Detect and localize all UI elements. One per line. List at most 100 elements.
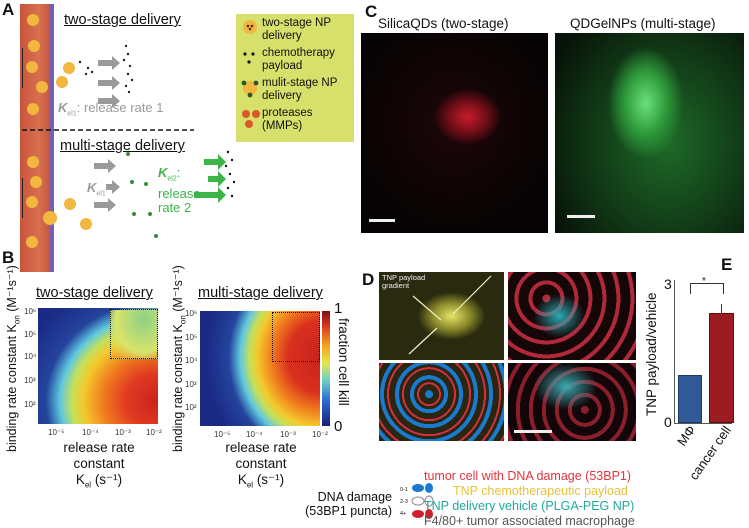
- xtick: 10⁻⁵: [48, 428, 65, 437]
- legend-multi-stage-label-2: delivery: [262, 90, 302, 102]
- dna-damage-line2: (53BP1 puncta): [305, 504, 392, 518]
- ytick: 10²: [24, 400, 36, 409]
- kel2-release-text: release: [158, 185, 201, 201]
- micrograph-left-title: SilicaQDs (two-stage): [378, 16, 509, 31]
- heatmap-right-ylabel: binding rate constant Kon (M⁻¹s⁻¹): [170, 265, 188, 452]
- heatmap-left-xlabel: release rate constant Kel (s⁻¹): [40, 440, 158, 494]
- puncta-level: 0-1: [400, 487, 408, 493]
- scale-bar: [369, 219, 395, 222]
- panel-label-a: A: [2, 0, 15, 19]
- legend-icons: [241, 20, 260, 128]
- panel-label-b: B: [2, 248, 15, 267]
- legend-two-stage-label: two-stage NP: [262, 17, 332, 29]
- protease-icon: [242, 110, 260, 128]
- kel1-short-symbol: K: [87, 180, 97, 195]
- error-bar: [721, 304, 722, 314]
- xlabel-unit: (s⁻¹): [253, 472, 285, 487]
- legend-two-stage-label-2: delivery: [262, 30, 302, 42]
- two-stage-title: two-stage delivery: [64, 12, 181, 28]
- xtick: 10⁻⁴: [246, 430, 263, 439]
- bar-cancer-cell: [709, 313, 734, 423]
- kel1-sub: el1: [67, 110, 77, 118]
- highlight-box: [110, 309, 158, 359]
- legend-chemo-label: chemotherapy: [262, 47, 335, 59]
- ytick: 10⁵: [24, 330, 37, 339]
- xtick: 10⁻³: [280, 430, 296, 439]
- xtick: 10⁻³: [115, 428, 131, 437]
- significance-bracket: [690, 283, 724, 294]
- gradient-arrows-icon: [408, 275, 492, 355]
- puncta-nuclei-icon: [411, 483, 434, 519]
- xlabel-sub: el: [84, 480, 92, 490]
- xlabel-line1: release rate constant: [63, 440, 135, 471]
- bar-chart-axis: [674, 280, 675, 423]
- ylabel-sub: on: [12, 315, 22, 325]
- colorbar-label: fraction cell kill: [336, 318, 351, 406]
- heatmap-left-title: two-stage delivery: [36, 285, 153, 301]
- kel1-short-sub: el1: [96, 190, 106, 198]
- legend-macrophage: F4/80+ tumor associated macrophage: [424, 514, 635, 528]
- xtick: 10⁻²: [146, 428, 162, 437]
- legend-tnp-vehicle: TNP delivery vehicle (PLGA-PEG NP): [424, 499, 635, 513]
- panel-a-legend: two-stage NP delivery chemotherapy payload…: [236, 14, 354, 142]
- ytick: 10⁵: [185, 333, 198, 342]
- legend-multi-stage-label: mulit-stage NP: [262, 77, 338, 89]
- ytick: 10⁶: [24, 307, 37, 316]
- xlabel-unit: (s⁻¹): [91, 472, 123, 487]
- kel2-colon: :: [176, 165, 181, 180]
- micrograph-right-title: QDGelNPs (multi-stage): [570, 16, 716, 31]
- legend-protease-label-2: (MMPs): [262, 120, 303, 132]
- xlabel-sub: el: [246, 480, 254, 490]
- heatmap-two-stage: [38, 308, 158, 424]
- kel1-release-text: : release rate 1: [76, 100, 164, 115]
- dna-damage-line1: DNA damage: [317, 490, 392, 504]
- kel2-sub: el2: [167, 175, 177, 183]
- legend-tnp-payload: TNP chemotherapeutic payload: [453, 484, 628, 498]
- gradient-label: TNP payload gradient: [382, 274, 425, 290]
- ytick: 10⁴: [24, 352, 37, 361]
- gradient-label-line2: gradient: [382, 281, 410, 290]
- legend-tumor-cell: tumor cell with DNA damage (53BP1): [424, 469, 632, 483]
- bar-chart-ylabel: TNP payload/vehicle: [644, 292, 659, 416]
- micrograph-silicaqds: [361, 33, 548, 233]
- significance-star: *: [702, 276, 706, 287]
- scale-bar: [514, 430, 552, 433]
- chemo-payload-icon: [243, 52, 255, 64]
- puncta-level: 4+: [400, 511, 407, 517]
- xtick: 10⁻²: [312, 430, 328, 439]
- colorbar: [322, 311, 330, 426]
- ylabel-unit: (M⁻¹s⁻¹): [5, 265, 19, 316]
- legend-protease-label: proteases: [262, 107, 313, 119]
- dna-damage-label: DNA damage (53BP1 puncta): [292, 490, 392, 518]
- scale-bar: [567, 215, 595, 218]
- highlight-box: [272, 312, 320, 362]
- panel-label-d: D: [362, 270, 375, 289]
- legend-chemo-label-2: payload: [262, 60, 303, 72]
- delivery-schematic: [22, 14, 235, 248]
- flow-arrow-icon: [22, 48, 23, 88]
- ytick: 10²: [185, 403, 197, 412]
- ytick: 10⁶: [185, 309, 198, 318]
- ylabel-sub: on: [178, 315, 188, 325]
- heatmap-multi-stage: [200, 311, 320, 426]
- kel1-release-label: Kel1: release rate 1: [58, 100, 163, 118]
- ytick: 10³: [185, 380, 197, 389]
- colorbar-min: 0: [334, 418, 343, 435]
- micrograph-payload-gradient: TNP payload gradient: [379, 272, 504, 360]
- panel-label-e: E: [721, 255, 733, 274]
- kel2-release-label: Kel2: release rate 2: [158, 166, 201, 215]
- micrograph-dna-damage-vehicle: [508, 272, 636, 360]
- bar-chart-baseline: [674, 423, 732, 424]
- bar-label-macrophage: MΦ: [674, 422, 699, 449]
- flow-arrow-icon: [22, 178, 23, 218]
- bar-macrophage: [678, 375, 702, 423]
- heatmap-right-xlabel: release rate constant Kel (s⁻¹): [202, 440, 320, 494]
- micrograph-qdgelnps: [555, 33, 744, 233]
- xtick: 10⁻⁵: [214, 430, 231, 439]
- heatmap-right-title: multi-stage delivery: [198, 285, 323, 301]
- ylabel-text: binding rate constant K: [171, 324, 185, 452]
- micrograph-red-cyan-overlay: [508, 363, 636, 441]
- gradient-label-line1: TNP payload: [382, 273, 426, 282]
- kel1-short-label: Kel1: [87, 180, 106, 198]
- kel1-symbol: K: [58, 100, 68, 115]
